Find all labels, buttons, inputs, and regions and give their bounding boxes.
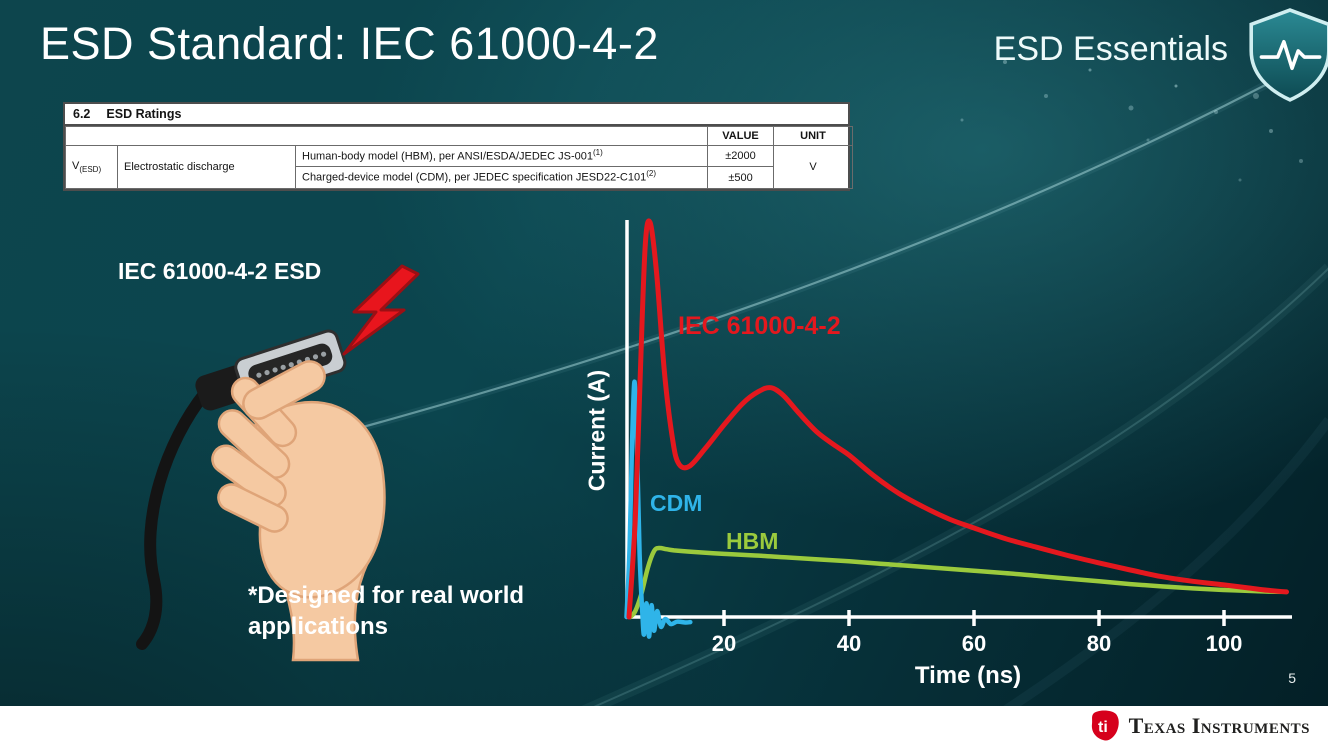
esd-current-chart: 20 40 60 80 100 Current (A) Time (ns) IEC 61… bbox=[580, 212, 1320, 712]
ti-logo-icon: ti bbox=[1091, 710, 1119, 741]
svg-text:60: 60 bbox=[962, 631, 986, 656]
y-axis-label: Current (A) bbox=[583, 369, 610, 492]
hdmi-connector bbox=[195, 329, 347, 411]
ti-logo-text: Texas Instruments bbox=[1128, 713, 1310, 738]
x-axis-label: Time (ns) bbox=[914, 662, 1022, 689]
table-row: Charged-device model (CDM), per JEDEC sp… bbox=[66, 166, 853, 189]
table-row: V(ESD) Electrostatic discharge Human-bod… bbox=[65, 144, 854, 189]
series-label-iec: IEC 61000-4-2 bbox=[678, 312, 841, 340]
condition-cdm: Charged-device model (CDM), per JEDEC sp… bbox=[294, 166, 709, 189]
parameter-cell: Electrostatic discharge bbox=[117, 145, 296, 189]
series-label-cdm: CDM bbox=[650, 490, 703, 516]
col-header-unit: UNIT bbox=[773, 126, 854, 146]
section-title: ESD Ratings bbox=[106, 107, 182, 121]
footer-bar: ti Texas Instruments bbox=[0, 706, 1328, 746]
page-number: 5 bbox=[1288, 670, 1296, 686]
chart-plot: 20 40 60 80 100 bbox=[624, 218, 1292, 656]
ti-logo-mark: ti bbox=[1098, 719, 1108, 736]
svg-text:20: 20 bbox=[712, 631, 736, 656]
esd-shield-icon bbox=[1238, 6, 1328, 104]
condition-cdm-sup: (2) bbox=[646, 169, 656, 179]
hand bbox=[211, 360, 386, 662]
symbol-base: V bbox=[72, 159, 80, 172]
hand-holding-connector-illustration bbox=[136, 264, 420, 662]
ti-logo: ti Texas Instruments bbox=[1090, 710, 1310, 742]
esd-ratings-table: 6.2 ESD Ratings VALUE UNIT V(ESD) Electr… bbox=[63, 102, 854, 191]
lightning-bolt-icon bbox=[342, 264, 420, 356]
series-label-hbm: HBM bbox=[726, 528, 779, 554]
condition-hbm-sup: (1) bbox=[593, 148, 603, 157]
header-spacer-cell bbox=[64, 126, 709, 146]
iec-esd-caption: IEC 61000-4-2 ESD bbox=[118, 258, 322, 284]
brand-title: ESD Essentials bbox=[993, 30, 1228, 68]
page-title: ESD Standard: IEC 61000-4-2 bbox=[40, 18, 659, 69]
thumb bbox=[242, 360, 326, 420]
svg-text:40: 40 bbox=[837, 631, 861, 656]
sparkle-dots bbox=[960, 60, 1303, 182]
symbol-cell: V(ESD) bbox=[65, 145, 118, 189]
col-header-value: VALUE bbox=[707, 126, 775, 146]
cable bbox=[136, 387, 211, 650]
section-number: 6.2 bbox=[73, 107, 91, 121]
designed-note: *Designed for real world applications bbox=[248, 582, 525, 641]
condition-hbm: Human-body model (HBM), per ANSI/ESDA/JE… bbox=[294, 144, 709, 168]
value-cdm: ±500 bbox=[707, 166, 775, 189]
symbol-subscript: (ESD) bbox=[79, 165, 102, 174]
condition-cdm-text: Charged-device model (CDM), per JEDEC sp… bbox=[302, 172, 647, 185]
svg-text:100: 100 bbox=[1206, 631, 1243, 656]
ratings-grid: VALUE UNIT V(ESD) Electrostatic discharg… bbox=[64, 126, 854, 189]
ratings-section-header: 6.2 ESD Ratings bbox=[65, 104, 848, 126]
svg-text:80: 80 bbox=[1087, 631, 1111, 656]
condition-hbm-text: Human-body model (HBM), per ANSI/ESDA/JE… bbox=[302, 150, 593, 163]
value-hbm: ±2000 bbox=[707, 144, 775, 168]
unit-cell: V bbox=[773, 145, 854, 189]
